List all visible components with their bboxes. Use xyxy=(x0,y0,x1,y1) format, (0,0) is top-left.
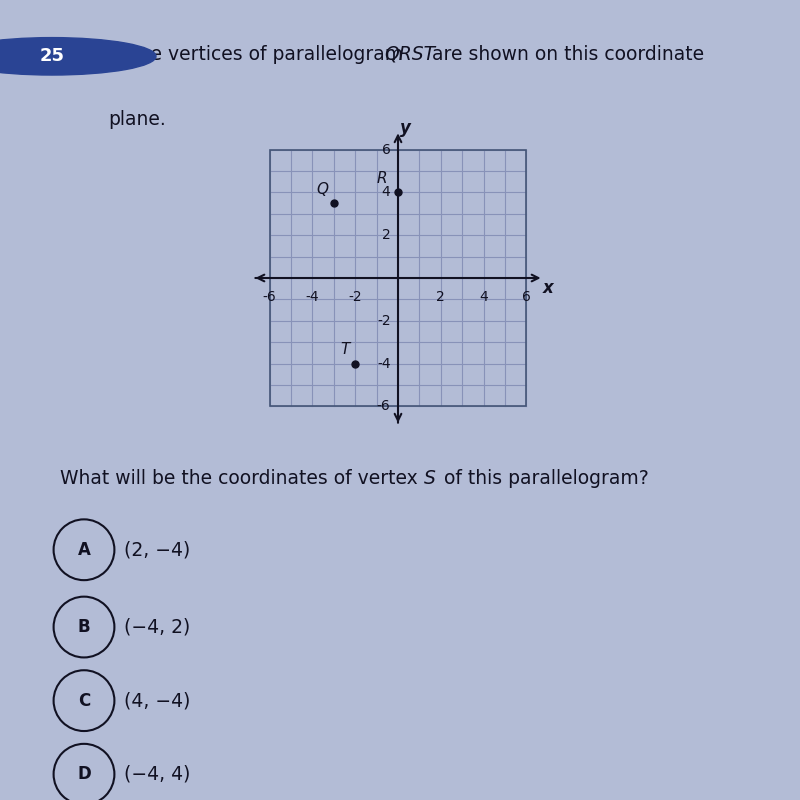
Text: 4: 4 xyxy=(382,186,390,199)
Text: of this parallelogram?: of this parallelogram? xyxy=(438,469,649,488)
Text: S: S xyxy=(424,469,436,488)
Text: -4: -4 xyxy=(306,290,319,304)
Text: Three vertices of parallelogram: Three vertices of parallelogram xyxy=(108,45,409,64)
Text: 2: 2 xyxy=(382,228,390,242)
Text: A: A xyxy=(78,541,90,558)
Text: -2: -2 xyxy=(377,314,390,328)
Text: (−4, 4): (−4, 4) xyxy=(124,765,190,784)
Text: C: C xyxy=(78,692,90,710)
Text: D: D xyxy=(77,766,91,783)
Text: (−4, 2): (−4, 2) xyxy=(124,618,190,637)
Text: 25: 25 xyxy=(39,47,65,66)
Bar xyxy=(270,150,526,406)
Text: -6: -6 xyxy=(262,290,277,304)
Text: (2, −4): (2, −4) xyxy=(124,540,190,559)
Text: 2: 2 xyxy=(437,290,445,304)
Text: R: R xyxy=(377,171,387,186)
Text: B: B xyxy=(78,618,90,636)
Text: QRST: QRST xyxy=(384,45,435,64)
Text: What will be the coordinates of vertex: What will be the coordinates of vertex xyxy=(60,469,424,488)
Text: -2: -2 xyxy=(349,290,362,304)
Text: 6: 6 xyxy=(382,142,390,157)
Circle shape xyxy=(0,38,156,75)
Text: T: T xyxy=(341,342,350,357)
Text: Q: Q xyxy=(317,182,329,197)
Text: y: y xyxy=(400,119,411,138)
Text: 6: 6 xyxy=(522,290,530,304)
Text: -4: -4 xyxy=(377,357,390,370)
Text: plane.: plane. xyxy=(108,110,166,129)
Text: are shown on this coordinate: are shown on this coordinate xyxy=(426,45,704,64)
Text: x: x xyxy=(542,278,553,297)
Text: -6: -6 xyxy=(377,399,390,414)
Text: 4: 4 xyxy=(479,290,488,304)
Text: (4, −4): (4, −4) xyxy=(124,691,190,710)
